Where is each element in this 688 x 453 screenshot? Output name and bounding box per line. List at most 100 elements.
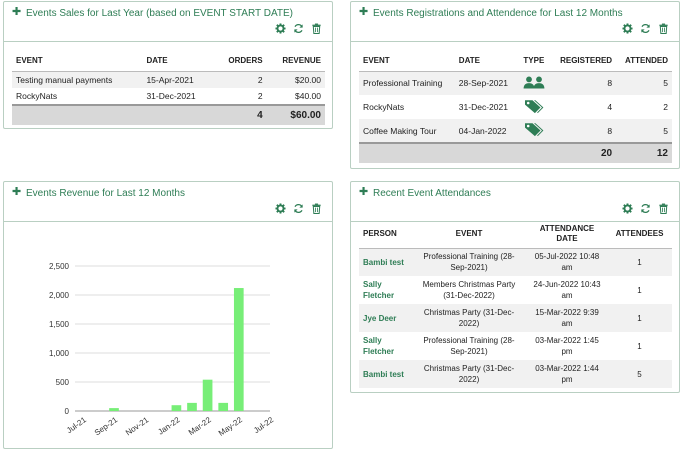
column-header: ATTENDED: [616, 51, 672, 72]
column-header: TYPE: [517, 51, 551, 72]
revenue-cell: $40.00: [295, 91, 321, 101]
x-tick-label: Sep-21: [93, 415, 120, 437]
panel-recent-attendances: ✚ Recent Event Attendances PERSON EVENT …: [350, 181, 680, 393]
event-cell: Professional Training (28-Sep-2021): [423, 336, 515, 356]
revenue-cell: $20.00: [266, 71, 325, 88]
x-tick-label: May-22: [217, 415, 244, 438]
tag-icon: [524, 99, 544, 113]
table-row: Professional Training 28-Sep-2021 8 5: [359, 71, 672, 95]
column-header: REVENUE: [266, 51, 325, 72]
y-tick-label: 1,500: [49, 320, 70, 329]
gear-icon[interactable]: [275, 23, 286, 34]
move-icon[interactable]: ✚: [12, 186, 22, 198]
move-icon[interactable]: ✚: [359, 6, 369, 18]
panel-title: Events Registrations and Attendence for …: [373, 8, 623, 19]
gear-icon[interactable]: [275, 203, 286, 214]
attendees-cell: 1: [637, 285, 642, 295]
panel-header: ✚ Recent Event Attendances: [351, 182, 679, 222]
refresh-icon[interactable]: [640, 203, 651, 214]
column-header: REGISTERED: [550, 51, 617, 72]
gear-icon[interactable]: [622, 23, 633, 34]
totals-row: 4 $60.00: [12, 104, 325, 125]
person-link[interactable]: Jye Deer: [359, 304, 411, 332]
x-tick-label: Jul-22: [252, 415, 275, 435]
tag-icon: [524, 123, 544, 137]
y-tick-label: 2,500: [49, 262, 70, 271]
date-cell: 04-Jan-2022: [454, 119, 518, 143]
person-link[interactable]: Bambi test: [359, 360, 411, 388]
date-cell: 31-Dec-2021: [146, 91, 196, 101]
panel-header: ✚ Events Registrations and Attendence fo…: [351, 2, 679, 42]
person-link[interactable]: Sally Fletcher: [363, 280, 395, 300]
total-registered: 20: [550, 142, 617, 163]
recent-attendances-table: PERSON EVENT ATTENDANCE DATE ATTENDEES B…: [359, 220, 672, 388]
totals-row: 20 12: [359, 142, 672, 163]
bar: [202, 379, 213, 411]
date-cell: 03-Mar-2022 1:44 pm: [527, 360, 607, 388]
attended-cell: 5: [616, 119, 672, 143]
panel-tools: [275, 203, 322, 214]
table-header-row: EVENT DATE TYPE REGISTERED ATTENDED: [359, 51, 672, 72]
person-link[interactable]: Sally Fletcher: [363, 336, 395, 356]
orders-cell: 2: [257, 91, 263, 101]
bar: [109, 408, 119, 411]
registered-cell: 4: [607, 102, 613, 112]
total-orders: 4: [213, 104, 267, 125]
trash-icon[interactable]: [658, 23, 669, 34]
attendees-cell: 5: [607, 360, 672, 388]
trash-icon[interactable]: [658, 203, 669, 214]
users-icon: [523, 76, 545, 89]
table-header-row: EVENT DATE ORDERS REVENUE: [12, 51, 325, 72]
refresh-icon[interactable]: [293, 23, 304, 34]
move-icon[interactable]: ✚: [12, 6, 22, 18]
registrations-table: EVENT DATE TYPE REGISTERED ATTENDED Prof…: [359, 51, 672, 163]
panel-tools: [622, 23, 669, 34]
event-cell: Professional Training: [359, 71, 455, 95]
column-header: ATTENDANCE DATE: [527, 220, 607, 249]
table-row: RockyNats 31-Dec-2021 4 2: [359, 95, 672, 119]
column-header: DATE: [142, 51, 214, 72]
table-row: Coffee Making Tour 04-Jan-2022 8 5: [359, 119, 672, 143]
column-header: DATE: [454, 51, 518, 72]
panel-event-registrations: ✚ Events Registrations and Attendence fo…: [350, 1, 680, 169]
table-row: Sally Fletcher Professional Training (28…: [359, 332, 672, 360]
total-revenue: $60.00: [266, 104, 325, 125]
refresh-icon[interactable]: [640, 23, 651, 34]
attendees-cell: 1: [637, 341, 642, 351]
column-header: ATTENDEES: [607, 220, 672, 249]
event-cell: RockyNats: [16, 91, 58, 101]
table-row: RockyNats 31-Dec-2021 2 $40.00: [12, 88, 325, 105]
trash-icon[interactable]: [311, 203, 322, 214]
table-row: Jye Deer Christmas Party (31-Dec-2022) 1…: [359, 304, 672, 332]
x-tick-label: Jan-22: [156, 415, 182, 437]
x-tick-label: Nov-21: [124, 415, 151, 437]
attended-cell: 2: [663, 102, 668, 112]
x-tick-label: Mar-22: [187, 415, 213, 437]
trash-icon[interactable]: [311, 23, 322, 34]
orders-cell: 2: [213, 71, 267, 88]
event-cell: Members Christmas Party (31-Dec-2022): [422, 280, 516, 300]
refresh-icon[interactable]: [293, 203, 304, 214]
event-cell: Coffee Making Tour: [359, 119, 455, 143]
person-link[interactable]: Bambi test: [359, 248, 411, 276]
column-header: EVENT: [359, 51, 455, 72]
table-header-row: PERSON EVENT ATTENDANCE DATE ATTENDEES: [359, 220, 672, 249]
date-cell: 28-Sep-2021: [454, 71, 518, 95]
y-tick-label: 0: [65, 407, 70, 416]
gear-icon[interactable]: [622, 203, 633, 214]
event-cell: Professional Training (28-Sep-2021): [411, 248, 527, 276]
table-row: Bambi test Professional Training (28-Sep…: [359, 248, 672, 276]
panel-events-sales: ✚ Events Sales for Last Year (based on E…: [3, 1, 333, 129]
move-icon[interactable]: ✚: [359, 186, 369, 198]
bar: [233, 288, 244, 411]
date-cell: 15-Apr-2021: [142, 71, 214, 88]
revenue-bar-chart: 0 500 1,000 1,500 2,000 2,500 Jul-21 Sep-21 Nov-…: [49, 262, 276, 438]
column-header: PERSON: [359, 220, 411, 249]
date-cell: 24-Jun-2022 10:43 am: [533, 280, 601, 300]
table-row: Bambi test Christmas Party (31-Dec-2022)…: [359, 360, 672, 388]
panel-events-revenue: ✚ Events Revenue for Last 12 Months 0 500…: [3, 181, 333, 449]
panel-tools: [622, 203, 669, 214]
x-tick-label: Jul-21: [65, 415, 88, 435]
date-cell: 03-Mar-2022 1:45 pm: [535, 336, 599, 356]
attendees-cell: 1: [607, 304, 672, 332]
